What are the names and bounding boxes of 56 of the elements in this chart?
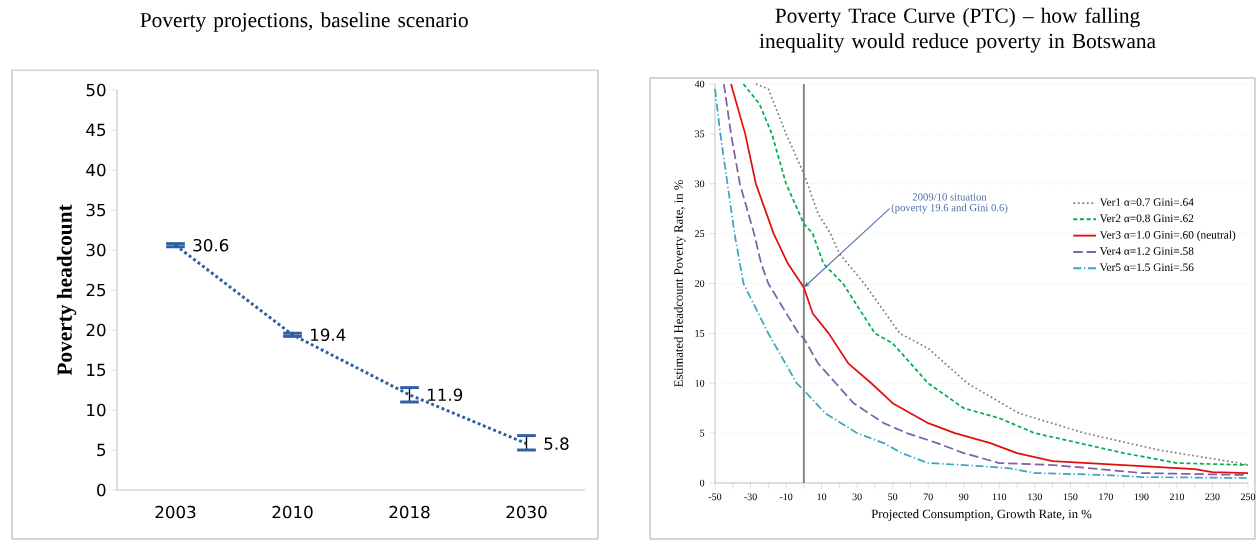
x-tick-label: 130 bbox=[1028, 493, 1042, 501]
y-tick-label: 40 bbox=[694, 80, 705, 88]
y-tick-label: 5 bbox=[97, 443, 106, 457]
y-tick-label: 30 bbox=[695, 180, 705, 188]
x-tick-label: 2010 bbox=[272, 505, 313, 519]
y-tick-label: 20 bbox=[86, 323, 106, 337]
annotation: 2009/10 situation bbox=[912, 193, 987, 201]
x-tick-label: -30 bbox=[744, 493, 757, 501]
x-tick-label: 2003 bbox=[155, 505, 196, 519]
y-tick-label: 0 bbox=[97, 483, 106, 497]
x-tick-label: 250 bbox=[1240, 493, 1256, 501]
data-label: 19.4 bbox=[311, 328, 346, 342]
x-tick-label: -50 bbox=[708, 493, 722, 501]
chart-title: Poverty projections, baseline scenario bbox=[140, 12, 468, 32]
x-tick-label: -10 bbox=[779, 493, 793, 501]
x-tick-label: 190 bbox=[1134, 493, 1149, 501]
x-tick-label: 30 bbox=[852, 493, 862, 501]
y-tick-label: 30 bbox=[86, 243, 106, 257]
y-tick-label: 10 bbox=[87, 403, 106, 417]
x-tick-label: 170 bbox=[1099, 493, 1113, 501]
x-tick-label: 70 bbox=[923, 493, 933, 501]
x-tick-label: 2018 bbox=[389, 505, 430, 519]
data-label: 11.9 bbox=[428, 388, 463, 402]
y-tick-label: 15 bbox=[87, 363, 106, 377]
y-tick-label: 50 bbox=[86, 83, 106, 97]
y-tick-label: 5 bbox=[700, 429, 705, 437]
y-axis-title: Poverty headcount bbox=[56, 204, 77, 376]
legend-label: Ver1 α=0.7 Gini=.64 bbox=[1099, 198, 1194, 207]
x-tick-label: 230 bbox=[1205, 493, 1220, 501]
chart-title: Poverty Trace Curve (PTC) – how falling inequality would reduce poverty in Botswana bbox=[759, 7, 1156, 53]
y-tick-label: 45 bbox=[86, 123, 106, 137]
y-tick-label: 25 bbox=[695, 230, 705, 237]
y-tick-label: 15 bbox=[695, 330, 705, 337]
legend-label: Ver4 α=1.2 Gini=.58 bbox=[1099, 247, 1194, 255]
x-tick-label: 90 bbox=[959, 493, 969, 501]
y-tick-label: 10 bbox=[695, 379, 705, 387]
x-tick-label: 150 bbox=[1063, 493, 1078, 501]
y-tick-label: 35 bbox=[695, 130, 705, 138]
y-tick-label: 20 bbox=[695, 280, 705, 287]
legend-label: Ver5 α=1.5 Gini=.56 bbox=[1099, 263, 1194, 272]
x-tick-label: 10 bbox=[817, 493, 827, 501]
data-label: 5.8 bbox=[544, 437, 569, 450]
x-axis-title: Projected Consumption, Growth Rate, in % bbox=[871, 509, 1092, 521]
x-tick-label: 2030 bbox=[506, 505, 547, 519]
y-tick-label: 35 bbox=[86, 203, 106, 217]
y-axis-title: Estimated Headcount Poverty Rate, in % bbox=[673, 180, 686, 387]
x-tick-label: 50 bbox=[888, 493, 898, 501]
legend-label: Ver3 α=1.0 Gini=.60 (neutral) bbox=[1099, 230, 1236, 241]
y-tick-label: 0 bbox=[699, 479, 705, 487]
x-tick-label: 210 bbox=[1169, 493, 1185, 501]
annotation: (poverty 19.6 and Gini 0.6) bbox=[891, 203, 1008, 214]
y-tick-label: 40 bbox=[86, 163, 106, 177]
data-label: 30.6 bbox=[193, 238, 229, 252]
y-tick-label: 25 bbox=[86, 283, 106, 297]
x-tick-label: 110 bbox=[992, 493, 1007, 501]
legend-label: Ver2 α=0.8 Gini=.62 bbox=[1099, 214, 1194, 223]
